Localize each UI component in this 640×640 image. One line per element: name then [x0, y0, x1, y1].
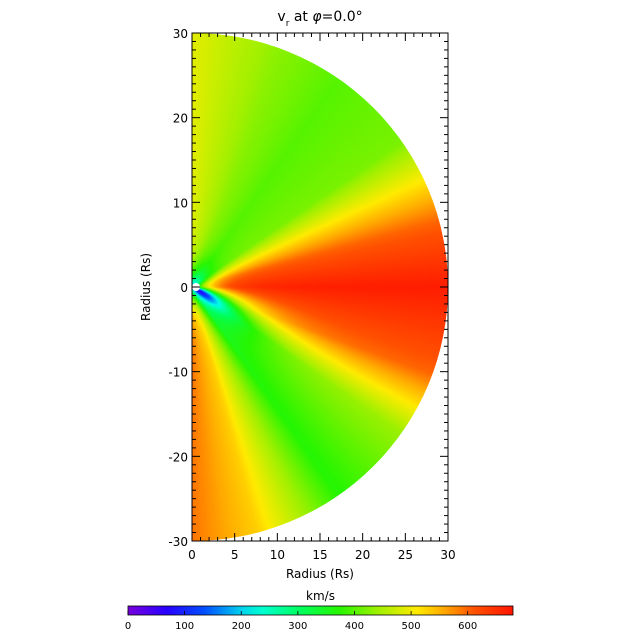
x-tick-label: 10 — [270, 548, 285, 562]
y-tick-label: 10 — [173, 196, 188, 210]
x-tick-label: 15 — [312, 548, 327, 562]
x-axis: 0 5 10 15 20 25 30 — [188, 33, 456, 562]
colorbar-tick-label: 0 — [125, 621, 131, 632]
y-axis: -30 -20 -10 0 10 20 30 — [168, 27, 448, 549]
chart-title: vr at φ=0.0° — [277, 9, 362, 29]
y-tick-label: 20 — [173, 112, 188, 126]
colorbar-tick-label: 100 — [175, 621, 194, 632]
x-tick-label: 5 — [231, 548, 239, 562]
x-tick-label: 0 — [188, 548, 196, 562]
colorbar-ticks: 0 100 200 300 400 500 600 — [125, 611, 477, 632]
x-tick-label: 20 — [355, 548, 370, 562]
y-axis-label: Radius (Rs) — [139, 253, 153, 321]
colorbar-tick-label: 400 — [345, 621, 364, 632]
x-tick-label: 25 — [398, 548, 413, 562]
colorbar-label: km/s — [306, 589, 335, 603]
colorbar-tick-label: 500 — [402, 621, 421, 632]
heatmap-field — [192, 33, 448, 541]
colorbar-tick-label: 600 — [458, 621, 477, 632]
y-tick-label: -30 — [168, 535, 188, 549]
y-tick-label: 30 — [173, 27, 188, 41]
colorbar-tick-label: 300 — [288, 621, 307, 632]
y-tick-label: -10 — [168, 366, 188, 380]
y-tick-label: -20 — [168, 450, 188, 464]
x-axis-label: Radius (Rs) — [286, 567, 354, 581]
colorbar — [127, 605, 514, 616]
x-tick-label: 30 — [440, 548, 455, 562]
colorbar-tick-label: 200 — [232, 621, 251, 632]
y-tick-label: 0 — [180, 281, 188, 295]
